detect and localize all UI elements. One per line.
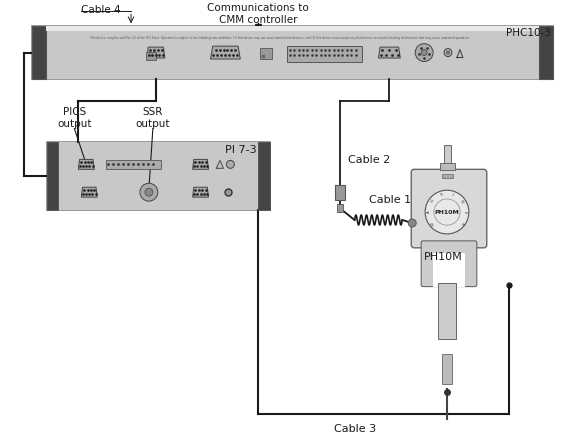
Bar	[444, 146, 451, 165]
Bar	[440, 163, 455, 170]
Text: PICS
output: PICS output	[57, 107, 92, 129]
Bar	[337, 204, 343, 212]
Polygon shape	[193, 187, 209, 197]
Polygon shape	[78, 159, 94, 169]
Bar	[46, 142, 59, 210]
Text: Cable 1: Cable 1	[369, 195, 412, 205]
Bar	[335, 185, 345, 200]
Circle shape	[425, 190, 469, 234]
Text: PI 7-3: PI 7-3	[224, 146, 256, 156]
FancyBboxPatch shape	[411, 169, 487, 248]
Text: This device complies with Part 15 of the FCC Rules. Operation is subject to the : This device complies with Part 15 of the…	[90, 36, 470, 40]
Bar	[32, 26, 46, 79]
Bar	[146, 52, 156, 60]
Text: E: E	[463, 211, 467, 213]
Bar	[106, 161, 161, 169]
Circle shape	[415, 44, 433, 61]
Bar	[46, 26, 539, 31]
Text: PH10M: PH10M	[424, 252, 463, 262]
Text: I: I	[451, 193, 454, 197]
Circle shape	[145, 188, 153, 196]
Polygon shape	[211, 46, 240, 59]
Text: Communications to
CMM controller: Communications to CMM controller	[207, 4, 309, 25]
Text: Cable 3: Cable 3	[334, 424, 376, 434]
Circle shape	[447, 51, 450, 54]
FancyBboxPatch shape	[421, 241, 477, 287]
Text: A: A	[427, 211, 431, 213]
Bar	[442, 174, 453, 178]
Bar	[260, 48, 272, 59]
Text: PH10M: PH10M	[434, 209, 459, 215]
FancyBboxPatch shape	[32, 26, 553, 79]
Circle shape	[421, 49, 427, 56]
Text: S: S	[440, 193, 443, 197]
Bar	[438, 283, 456, 339]
Bar	[539, 26, 553, 79]
Bar	[258, 142, 270, 210]
Bar	[442, 354, 452, 384]
Circle shape	[226, 161, 234, 168]
Text: N: N	[459, 199, 464, 204]
Bar	[59, 142, 258, 210]
Circle shape	[140, 183, 158, 201]
Bar	[287, 45, 361, 61]
Polygon shape	[193, 159, 209, 169]
Text: PHC10-3: PHC10-3	[506, 28, 552, 38]
Bar	[433, 253, 465, 287]
Polygon shape	[378, 47, 400, 58]
Circle shape	[408, 219, 416, 227]
Text: Cable 2: Cable 2	[347, 155, 390, 165]
Circle shape	[444, 49, 452, 56]
Text: Cable 4: Cable 4	[81, 5, 121, 15]
Polygon shape	[81, 187, 97, 197]
Bar	[46, 26, 539, 79]
FancyBboxPatch shape	[46, 142, 270, 210]
Text: R: R	[459, 220, 464, 225]
Polygon shape	[147, 47, 165, 58]
Text: H: H	[430, 199, 435, 204]
Text: SSR
output: SSR output	[136, 107, 170, 129]
Text: W: W	[430, 220, 435, 225]
